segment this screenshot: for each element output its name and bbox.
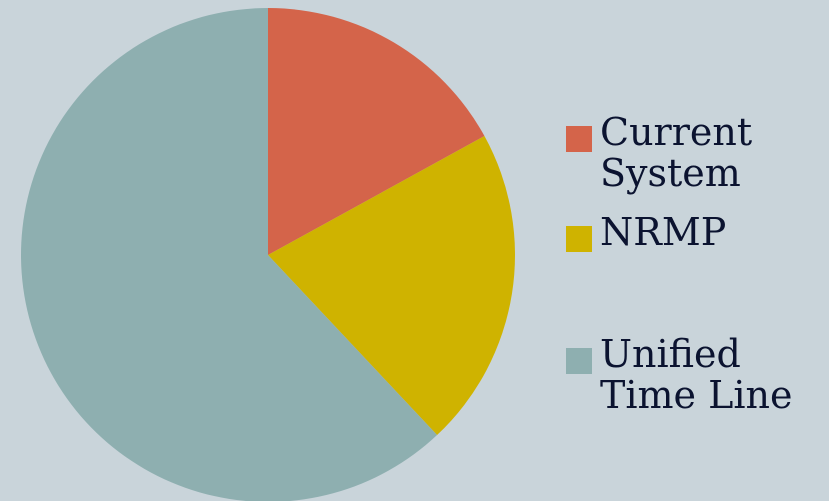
legend-item-unified-time-line: Unified Time Line xyxy=(566,334,820,416)
legend-item-nrmp: NRMP xyxy=(566,212,820,253)
pie-slice-current-system xyxy=(268,8,485,255)
legend-item-current-system: Current System xyxy=(566,112,820,194)
legend: Current System NRMP Unified Time Line xyxy=(566,0,821,501)
legend-label-unified-time-line: Unified Time Line xyxy=(600,332,793,417)
pie-slice-nrmp xyxy=(268,136,516,436)
legend-swatch-nrmp xyxy=(566,226,592,252)
legend-swatch-unified-time-line xyxy=(566,348,592,374)
legend-label-nrmp: NRMP xyxy=(600,210,727,254)
pie-slice-unified-time-line xyxy=(21,8,438,501)
legend-label-current-system: Current System xyxy=(600,110,753,195)
legend-swatch-current-system xyxy=(566,126,592,152)
